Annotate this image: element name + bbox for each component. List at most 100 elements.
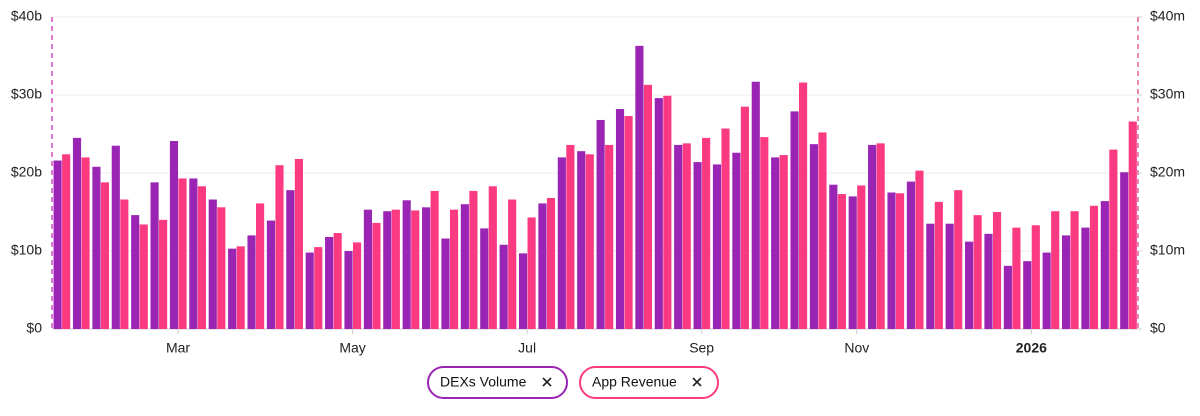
bar [818,132,827,329]
bar [383,211,392,329]
bar [169,141,179,329]
bar [887,192,896,329]
bar [1089,205,1099,329]
bar [693,162,702,329]
bar [508,199,517,329]
bar [895,193,905,329]
bar [189,178,198,329]
legend-pill[interactable] [427,366,568,399]
bar [228,248,237,329]
bar [92,166,101,329]
bar [848,196,857,329]
bar [1109,149,1118,329]
bar [430,190,439,329]
bar [53,160,62,329]
bar [159,219,168,329]
bar [771,157,780,329]
bar [538,203,547,329]
bar [352,242,362,329]
bar [643,84,653,329]
legend-item[interactable]: DEXs Volume [427,366,568,399]
bar [837,194,846,329]
bar [294,158,303,329]
bar [460,204,469,329]
bar [1042,252,1051,329]
bar [305,252,314,329]
bar [712,164,722,329]
bar [527,217,536,329]
bar [790,111,799,329]
bar [906,181,915,329]
bar [363,209,372,329]
legend-close[interactable] [542,377,552,387]
bar [391,209,400,329]
bar [1031,225,1040,329]
bar [934,201,943,329]
bar [760,137,769,329]
bar [663,95,672,329]
legend-label[interactable]: DEXs Volume [440,374,527,390]
bar [333,233,342,329]
legend: DEXs Volume App Revenue [427,366,719,399]
bar [197,186,206,329]
bar [518,253,528,329]
y-tick-label: $0 [26,320,42,336]
bar [809,144,819,329]
bar [422,207,431,329]
bar [1128,121,1137,330]
legend-label[interactable]: App Revenue [592,374,677,390]
bar [1023,261,1032,329]
x-tick-label: Mar [166,340,190,356]
bar [139,224,148,329]
bar [605,144,614,329]
bar [111,145,120,329]
bar [411,210,420,329]
bar [372,222,381,329]
bar [247,235,256,329]
bar [577,151,586,329]
bar [120,199,129,329]
bar [1012,227,1021,329]
bar [615,109,625,329]
bar [469,190,478,329]
bar [1051,211,1060,329]
bar [732,152,741,329]
bar [546,197,556,329]
bar [62,154,71,329]
y-tick-label: $30b [11,86,42,102]
y2-tick-label: $0 [1150,320,1166,336]
bar [965,241,974,329]
bar [480,228,489,329]
bar [954,190,963,329]
legend-close[interactable] [692,377,702,387]
x-tick-label: Sep [689,340,714,356]
bar [799,82,808,330]
bar [740,106,749,329]
bar [702,137,711,329]
y-tick-label: $20b [11,164,42,180]
bar [992,212,1002,329]
bar [682,143,691,329]
bar [488,186,497,329]
bar [674,144,683,329]
bar [72,137,82,329]
y-tick-label: $10b [11,242,42,258]
bar [829,184,838,329]
bar [402,200,411,329]
bar [441,238,450,329]
bar [1120,172,1129,329]
bar [868,144,877,329]
bar [499,244,508,329]
legend-pill[interactable] [579,366,719,399]
x-tick-label: 2026 [1016,340,1047,356]
bar [915,170,924,329]
bar [266,220,276,329]
bar [585,154,594,329]
bar [876,143,885,329]
legend-item[interactable]: App Revenue [579,366,719,399]
x-tick-label: Nov [844,340,869,356]
bar [596,119,605,330]
bar [178,178,187,329]
bar [131,215,140,329]
